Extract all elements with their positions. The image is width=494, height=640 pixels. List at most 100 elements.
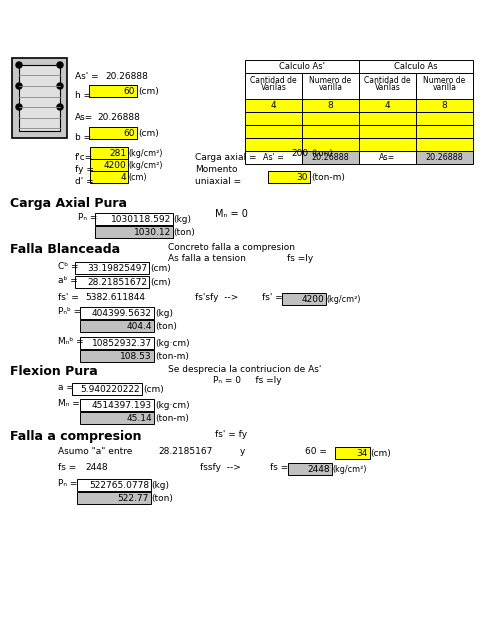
Circle shape bbox=[57, 83, 63, 89]
Bar bbox=[302, 99, 359, 112]
Text: 404.4: 404.4 bbox=[126, 322, 152, 331]
Text: aᵇ =: aᵇ = bbox=[58, 276, 78, 285]
Text: 522765.0778: 522765.0778 bbox=[89, 481, 149, 490]
Text: Asumo "a" entre: Asumo "a" entre bbox=[58, 447, 132, 456]
Text: 108.53: 108.53 bbox=[121, 352, 152, 361]
Text: (cm): (cm) bbox=[370, 449, 391, 458]
Text: 4: 4 bbox=[385, 101, 390, 110]
Text: 8: 8 bbox=[442, 101, 448, 110]
Text: Se desprecia la contriucion de As': Se desprecia la contriucion de As' bbox=[168, 365, 322, 374]
Bar bbox=[416, 125, 473, 138]
Text: Pₙ =: Pₙ = bbox=[58, 479, 78, 488]
Bar bbox=[416, 73, 473, 99]
Text: varilla: varilla bbox=[319, 83, 342, 92]
Circle shape bbox=[16, 104, 22, 110]
Bar bbox=[80, 320, 154, 332]
Text: fs'sfy  -->: fs'sfy --> bbox=[195, 293, 239, 302]
Text: fs' = fy: fs' = fy bbox=[215, 430, 247, 439]
Text: (cm): (cm) bbox=[128, 173, 147, 182]
Text: uniaxial =: uniaxial = bbox=[195, 177, 241, 186]
Text: (kg·cm): (kg·cm) bbox=[155, 401, 190, 410]
Text: (ton-m): (ton-m) bbox=[311, 173, 345, 182]
Text: 281: 281 bbox=[109, 149, 126, 158]
Text: As' =: As' = bbox=[75, 72, 99, 81]
Bar bbox=[245, 99, 302, 112]
Bar bbox=[80, 399, 154, 411]
Bar bbox=[359, 125, 416, 138]
Bar bbox=[359, 99, 416, 112]
Text: (kg): (kg) bbox=[151, 481, 169, 490]
Text: fs =ly: fs =ly bbox=[287, 254, 313, 263]
Text: b =: b = bbox=[75, 133, 91, 142]
Text: (kg/cm²): (kg/cm²) bbox=[128, 149, 163, 158]
Text: (cm): (cm) bbox=[138, 129, 159, 138]
Text: (kg·cm): (kg·cm) bbox=[155, 339, 190, 348]
Bar bbox=[245, 125, 302, 138]
Bar bbox=[302, 151, 359, 164]
Text: 60: 60 bbox=[124, 87, 135, 96]
Text: Mₙ = 0: Mₙ = 0 bbox=[215, 209, 248, 219]
Bar bbox=[245, 138, 302, 151]
Text: 4: 4 bbox=[121, 173, 126, 182]
Text: Pₙ = 0     fs =ly: Pₙ = 0 fs =ly bbox=[213, 376, 282, 385]
Bar bbox=[75, 262, 149, 274]
Text: (ton): (ton) bbox=[311, 149, 333, 158]
Bar bbox=[245, 60, 359, 73]
Bar bbox=[282, 293, 326, 305]
Bar bbox=[335, 447, 370, 459]
Text: 4514397.193: 4514397.193 bbox=[92, 401, 152, 410]
Text: 522.77: 522.77 bbox=[118, 494, 149, 503]
Text: (kg/cm²): (kg/cm²) bbox=[128, 161, 163, 170]
Text: 4200: 4200 bbox=[301, 295, 324, 304]
Text: (ton): (ton) bbox=[151, 494, 173, 503]
Text: 2448: 2448 bbox=[85, 463, 108, 472]
Bar bbox=[80, 307, 154, 319]
Text: 20.26888: 20.26888 bbox=[426, 153, 463, 162]
Text: 60: 60 bbox=[124, 129, 135, 138]
Bar bbox=[245, 73, 302, 99]
Text: varilla: varilla bbox=[433, 83, 456, 92]
Text: 1030118.592: 1030118.592 bbox=[111, 215, 171, 224]
Text: Carga Axial Pura: Carga Axial Pura bbox=[10, 197, 127, 210]
Bar bbox=[359, 151, 416, 164]
Text: 45.14: 45.14 bbox=[126, 414, 152, 423]
Bar bbox=[77, 492, 151, 504]
Text: 8: 8 bbox=[328, 101, 333, 110]
Text: Cᵇ =: Cᵇ = bbox=[58, 262, 79, 271]
Bar bbox=[416, 112, 473, 125]
Bar bbox=[89, 127, 137, 139]
Text: As falla a tension: As falla a tension bbox=[168, 254, 246, 263]
Text: Falla a compresion: Falla a compresion bbox=[10, 430, 141, 443]
Text: (cm): (cm) bbox=[150, 278, 171, 287]
Bar bbox=[268, 171, 310, 183]
Text: Cantidad de: Cantidad de bbox=[250, 76, 297, 85]
Bar bbox=[90, 159, 128, 171]
Bar bbox=[90, 171, 128, 183]
Bar bbox=[89, 85, 137, 97]
Bar bbox=[72, 383, 142, 395]
Text: Flexion Pura: Flexion Pura bbox=[10, 365, 98, 378]
Text: (cm): (cm) bbox=[143, 385, 164, 394]
Bar bbox=[77, 479, 151, 491]
Text: fssfy  -->: fssfy --> bbox=[200, 463, 241, 472]
Text: As=: As= bbox=[379, 153, 396, 162]
Text: Numero de: Numero de bbox=[309, 76, 352, 85]
Text: (cm): (cm) bbox=[150, 264, 171, 273]
Bar bbox=[80, 412, 154, 424]
Bar bbox=[302, 138, 359, 151]
Circle shape bbox=[57, 104, 63, 110]
Bar bbox=[302, 125, 359, 138]
Text: Falla Blanceada: Falla Blanceada bbox=[10, 243, 120, 256]
Text: fs =: fs = bbox=[270, 463, 288, 472]
Text: Varilas: Varilas bbox=[374, 83, 401, 92]
Text: As=: As= bbox=[75, 113, 93, 122]
Bar bbox=[80, 350, 154, 362]
Text: Calculo As: Calculo As bbox=[394, 62, 438, 71]
Text: (kg): (kg) bbox=[173, 215, 191, 224]
Text: 1030.12: 1030.12 bbox=[134, 228, 171, 237]
Text: Calculo As': Calculo As' bbox=[279, 62, 325, 71]
Text: (cm): (cm) bbox=[138, 87, 159, 96]
Text: fs =: fs = bbox=[58, 463, 76, 472]
Text: f'c=: f'c= bbox=[75, 153, 93, 162]
Bar bbox=[288, 463, 332, 475]
